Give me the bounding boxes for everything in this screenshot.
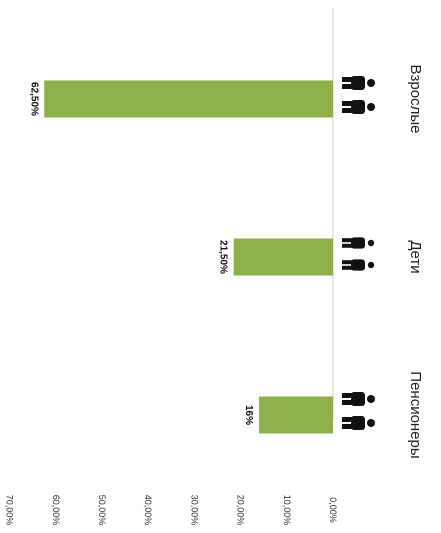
children-icon <box>342 237 375 271</box>
data-label: 21,50% <box>218 240 229 274</box>
adults-icon <box>342 76 375 114</box>
tick-label: 30,00% <box>189 495 199 526</box>
category-label: Взрослые <box>407 65 424 134</box>
tick-label: 70,00% <box>5 495 15 526</box>
tick-label: 40,00% <box>143 495 153 526</box>
data-label: 62,50% <box>28 82 39 116</box>
plot-area: 0,00% 10,00% 20,00% 30,00% 40,00% 50,00% 60,00… <box>5 8 424 525</box>
data-labels: 62,50% 21,50% 16% <box>28 82 254 425</box>
tick-label: 50,00% <box>97 495 107 526</box>
category-icons <box>342 76 375 430</box>
seniors-icon <box>342 392 375 430</box>
data-label: 16% <box>243 405 254 425</box>
tick-label: 0,00% <box>328 497 338 523</box>
category-label: Дети <box>407 240 424 273</box>
tick-label: 60,00% <box>51 495 61 526</box>
bars <box>44 80 333 434</box>
bar <box>233 238 333 276</box>
value-axis: 0,00% 10,00% 20,00% 30,00% 40,00% 50,00% 60,00… <box>5 495 338 526</box>
bar <box>259 396 333 434</box>
tick-label: 10,00% <box>282 495 292 526</box>
bar <box>44 80 333 118</box>
category-label: Пенсионеры <box>407 371 424 458</box>
tick-label: 20,00% <box>236 495 246 526</box>
category-labels: Взрослые Дети Пенсионеры <box>407 65 424 459</box>
